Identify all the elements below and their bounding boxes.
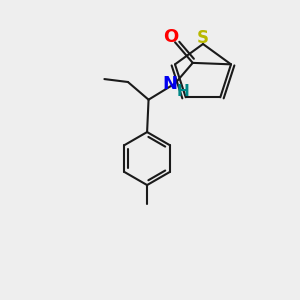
Text: H: H: [177, 84, 190, 99]
Text: N: N: [162, 75, 177, 93]
Text: O: O: [163, 28, 178, 46]
Text: S: S: [197, 28, 209, 46]
